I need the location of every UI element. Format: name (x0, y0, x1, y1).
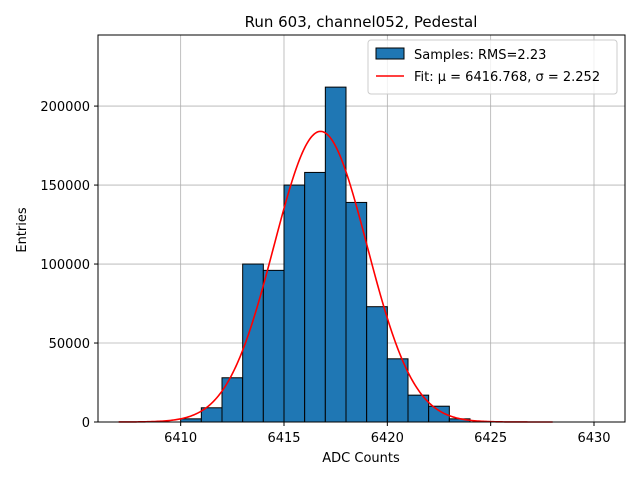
legend-box (367, 39, 618, 95)
y-tick-label: 100000 (40, 258, 90, 273)
histogram-bars (180, 86, 471, 423)
x-axis-label: ADC Counts (322, 451, 400, 466)
legend: Samples: RMS=2.23 Fit: μ = 6416.768, σ =… (367, 39, 618, 95)
histogram-bar (221, 377, 244, 423)
x-tick-label: 6415 (267, 431, 300, 446)
legend-histogram-label: Samples: RMS=2.23 (414, 48, 546, 63)
fit-curve (118, 130, 553, 423)
histogram-bar (324, 86, 347, 423)
x-tick-label: 6420 (371, 431, 404, 446)
y-tick-label: 150000 (40, 179, 90, 194)
histogram-bar (366, 306, 388, 423)
histogram-bar (386, 358, 409, 423)
legend-histogram-swatch (375, 47, 405, 60)
y-tick-label: 0 (82, 416, 90, 431)
histogram-bar (283, 184, 306, 423)
y-axis-ticks: 0 50000 100000 150000 200000 (40, 100, 98, 431)
x-axis-ticks: 6410 6415 6420 6425 6430 (164, 422, 611, 446)
plot-frame (97, 34, 626, 423)
y-tick-label: 50000 (49, 337, 90, 352)
x-tick-label: 6430 (577, 431, 610, 446)
x-tick-label: 6425 (474, 431, 507, 446)
histogram-bar (262, 269, 285, 423)
chart-title: Run 603, channel052, Pedestal (245, 13, 478, 31)
y-axis-label: Entries (15, 207, 30, 253)
histogram-bar (304, 171, 326, 423)
legend-fit-label: Fit: μ = 6416.768, σ = 2.252 (414, 70, 600, 85)
x-tick-label: 6410 (164, 431, 197, 446)
y-tick-label: 200000 (40, 100, 90, 115)
